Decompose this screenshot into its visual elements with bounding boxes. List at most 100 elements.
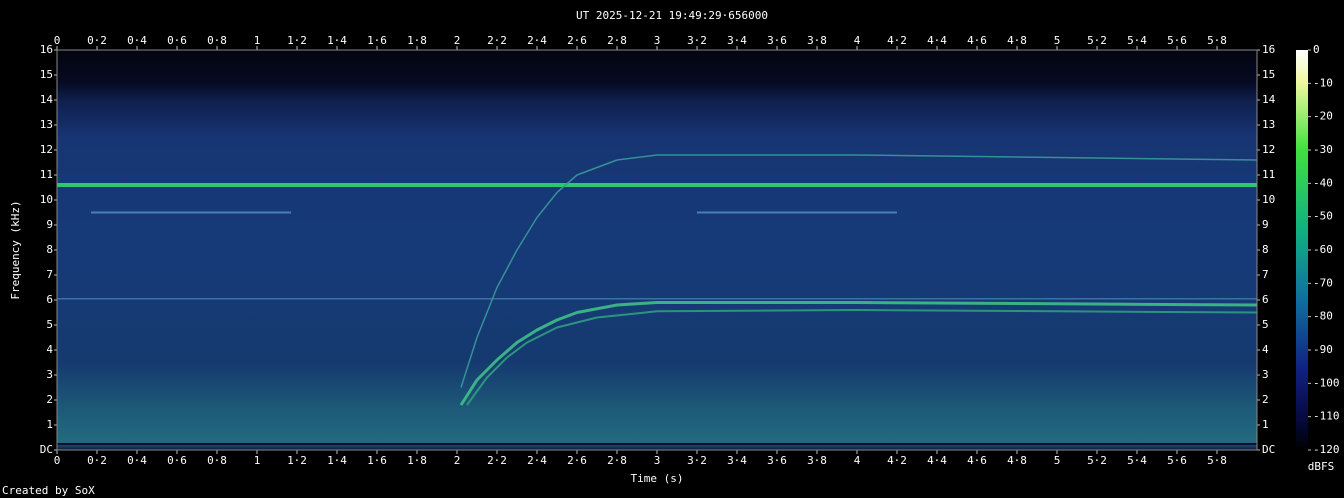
x-tick-label: 0·2 (87, 454, 107, 467)
spectral-trace (460, 154, 1258, 388)
y-tick-label: 16 (1262, 43, 1275, 56)
x-tick-label: 2·6 (567, 34, 587, 47)
x-tick-label: 2·8 (607, 34, 627, 47)
colorbar-tick-label: -90 (1313, 343, 1333, 356)
colorbar-tick-label: -30 (1313, 143, 1333, 156)
colorbar-tick-label: -100 (1313, 376, 1340, 389)
x-tick-label: 2 (454, 454, 461, 467)
y-tick-label: 9 (1262, 218, 1269, 231)
y-tick-label: 10 (40, 193, 53, 206)
x-tick-label: 0·4 (127, 34, 147, 47)
dc-strip (57, 443, 1257, 445)
x-tick-label: 4 (854, 454, 861, 467)
x-tick-label: 1·8 (407, 454, 427, 467)
x-tick-label: 1 (254, 454, 261, 467)
x-tick-label: 3·2 (687, 454, 707, 467)
y-tick-label: 1 (1262, 418, 1269, 431)
y-tick-label: 12 (1262, 143, 1275, 156)
colorbar (1296, 50, 1308, 450)
x-tick-label: 2·4 (527, 34, 547, 47)
spectral-trace (459, 301, 1258, 406)
x-tick-label: 0·8 (207, 34, 227, 47)
x-tick-label: 1·8 (407, 34, 427, 47)
x-tick-label: 0·6 (167, 454, 187, 467)
x-tick-label: 4·2 (887, 34, 907, 47)
x-tick-label: 4·8 (1007, 454, 1027, 467)
x-tick-label: 0 (54, 454, 61, 467)
x-tick-label: 5·8 (1207, 454, 1227, 467)
y-tick-label: 2 (1262, 393, 1269, 406)
x-tick-label: 4·4 (927, 454, 947, 467)
colorbar-tick-label: -120 (1313, 443, 1340, 456)
x-tick-label: 3·6 (767, 34, 787, 47)
x-tick-label: 1·6 (367, 34, 387, 47)
y-tick-label: 4 (46, 343, 53, 356)
x-tick-label: 2·2 (487, 454, 507, 467)
x-tick-label: 4·6 (967, 34, 987, 47)
y-tick-label: 13 (40, 118, 53, 131)
colorbar-tick-label: -60 (1313, 243, 1333, 256)
x-tick-label: 5·2 (1087, 454, 1107, 467)
spectrogram-image (57, 50, 1257, 450)
spectral-trace (466, 309, 1258, 406)
x-tick-label: 3·4 (727, 34, 747, 47)
y-tick-label: 14 (1262, 93, 1276, 106)
y-tick-label: 10 (1262, 193, 1275, 206)
y-axis-title: Frequency (kHz) (9, 200, 22, 299)
x-tick-label: 2·8 (607, 454, 627, 467)
y-tick-label: 14 (40, 93, 54, 106)
x-tick-label: 3·6 (767, 454, 787, 467)
colorbar-tick-label: -80 (1313, 310, 1333, 323)
colorbar-tick-label: -20 (1313, 110, 1333, 123)
x-tick-label: 3 (654, 34, 661, 47)
y-tick-label: 8 (1262, 243, 1269, 256)
x-tick-label: 3·8 (807, 454, 827, 467)
y-tick-label: 3 (1262, 368, 1269, 381)
y-tick-label: 15 (40, 68, 53, 81)
y-tick-label: 7 (1262, 268, 1269, 281)
x-tick-label: 3 (654, 454, 661, 467)
y-tick-label: 3 (46, 368, 53, 381)
x-tick-label: 3·8 (807, 34, 827, 47)
x-tick-label: 1·6 (367, 454, 387, 467)
x-tick-label: 2·2 (487, 34, 507, 47)
y-tick-label: 15 (1262, 68, 1275, 81)
y-tick-label: 9 (46, 218, 53, 231)
x-tick-label: 0 (54, 34, 61, 47)
x-axis-title: Time (s) (631, 472, 684, 485)
colorbar-tick-label: -110 (1313, 410, 1340, 423)
credit: Created by SoX (2, 484, 95, 497)
x-tick-label: 3·2 (687, 34, 707, 47)
x-tick-label: 4 (854, 34, 861, 47)
chart-title: UT 2025-12-21 19:49:29·656000 (576, 9, 768, 22)
y-tick-label: 12 (40, 143, 53, 156)
x-tick-label: 1·4 (327, 34, 347, 47)
colorbar-tick-label: -40 (1313, 176, 1333, 189)
colorbar-tick-label: -50 (1313, 210, 1333, 223)
x-tick-label: 5·4 (1127, 454, 1147, 467)
y-tick-label: 16 (40, 43, 53, 56)
x-tick-label: 1·4 (327, 454, 347, 467)
x-tick-label: 4·8 (1007, 34, 1027, 47)
x-tick-label: 4·4 (927, 34, 947, 47)
x-tick-label: 1·2 (287, 34, 307, 47)
y-tick-label: 11 (1262, 168, 1275, 181)
x-tick-label: 0·6 (167, 34, 187, 47)
y-tick-label: 8 (46, 243, 53, 256)
y-tick-label: 2 (46, 393, 53, 406)
y-tick-label: 5 (1262, 318, 1269, 331)
x-tick-label: 5·6 (1167, 454, 1187, 467)
y-tick-label: DC (40, 443, 53, 456)
y-tick-label: 1 (46, 418, 53, 431)
plot-frame (56, 49, 1258, 451)
y-tick-label: 13 (1262, 118, 1275, 131)
x-tick-label: 0·2 (87, 34, 107, 47)
x-tick-label: 0·4 (127, 454, 147, 467)
colorbar-tick-label: 0 (1313, 43, 1320, 56)
x-tick-label: 0·8 (207, 454, 227, 467)
x-tick-label: 2·6 (567, 454, 587, 467)
x-tick-label: 2·4 (527, 454, 547, 467)
y-tick-label: DC (1262, 443, 1275, 456)
x-tick-label: 4·6 (967, 454, 987, 467)
